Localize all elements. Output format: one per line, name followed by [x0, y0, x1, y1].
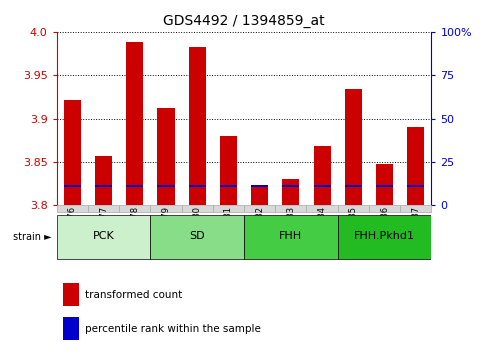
- Bar: [338, 215, 431, 259]
- Bar: [244, 205, 275, 212]
- Bar: [251, 184, 268, 187]
- Bar: [63, 317, 79, 340]
- Bar: [126, 184, 143, 187]
- Text: GSM818880: GSM818880: [193, 206, 202, 257]
- Bar: [220, 136, 237, 205]
- Bar: [95, 184, 112, 187]
- Bar: [157, 108, 175, 205]
- Text: GSM818887: GSM818887: [411, 206, 420, 257]
- Bar: [244, 215, 338, 259]
- Bar: [338, 205, 369, 212]
- Bar: [251, 185, 268, 205]
- Bar: [95, 156, 112, 205]
- Bar: [57, 205, 88, 212]
- Bar: [88, 205, 119, 212]
- Bar: [189, 184, 206, 187]
- Bar: [181, 205, 213, 212]
- Bar: [400, 205, 431, 212]
- Text: SD: SD: [189, 231, 205, 241]
- Text: PCK: PCK: [93, 231, 114, 241]
- Bar: [157, 184, 175, 187]
- Text: GSM818876: GSM818876: [68, 206, 77, 257]
- Bar: [150, 215, 244, 259]
- Title: GDS4492 / 1394859_at: GDS4492 / 1394859_at: [163, 14, 325, 28]
- Bar: [376, 184, 393, 187]
- Text: GSM818882: GSM818882: [255, 206, 264, 257]
- Text: FHH: FHH: [280, 231, 302, 241]
- Bar: [376, 164, 393, 205]
- Bar: [275, 205, 307, 212]
- Text: strain ►: strain ►: [13, 232, 52, 242]
- Bar: [57, 215, 150, 259]
- Bar: [189, 47, 206, 205]
- Bar: [220, 184, 237, 187]
- Bar: [282, 184, 299, 187]
- Text: GSM818883: GSM818883: [286, 206, 295, 257]
- Bar: [63, 283, 79, 306]
- Bar: [119, 205, 150, 212]
- Bar: [407, 184, 424, 187]
- Bar: [307, 205, 338, 212]
- Bar: [369, 205, 400, 212]
- Text: GSM818878: GSM818878: [130, 206, 139, 257]
- Text: GSM818877: GSM818877: [99, 206, 108, 257]
- Text: percentile rank within the sample: percentile rank within the sample: [85, 324, 261, 333]
- Text: GSM818886: GSM818886: [380, 206, 389, 257]
- Text: GSM818881: GSM818881: [224, 206, 233, 257]
- Bar: [150, 205, 181, 212]
- Bar: [64, 101, 81, 205]
- Bar: [345, 89, 362, 205]
- Text: FHH.Pkhd1: FHH.Pkhd1: [354, 231, 415, 241]
- Bar: [213, 205, 244, 212]
- Bar: [314, 146, 331, 205]
- Bar: [345, 184, 362, 187]
- Text: GSM818884: GSM818884: [317, 206, 326, 257]
- Bar: [126, 42, 143, 205]
- Bar: [314, 184, 331, 187]
- Text: GSM818879: GSM818879: [162, 206, 171, 257]
- Bar: [407, 127, 424, 205]
- Bar: [64, 184, 81, 187]
- Text: GSM818885: GSM818885: [349, 206, 358, 257]
- Text: transformed count: transformed count: [85, 290, 182, 299]
- Bar: [282, 179, 299, 205]
